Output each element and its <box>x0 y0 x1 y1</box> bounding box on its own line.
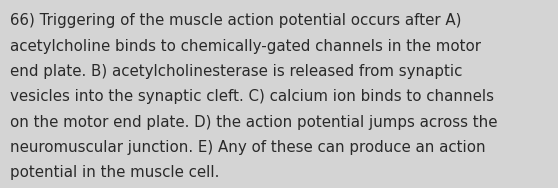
Text: 66) Triggering of the muscle action potential occurs after A): 66) Triggering of the muscle action pote… <box>10 13 461 28</box>
Text: on the motor end plate. D) the action potential jumps across the: on the motor end plate. D) the action po… <box>10 115 498 130</box>
Text: vesicles into the synaptic cleft. C) calcium ion binds to channels: vesicles into the synaptic cleft. C) cal… <box>10 89 494 104</box>
Text: potential in the muscle cell.: potential in the muscle cell. <box>10 165 219 180</box>
Text: acetylcholine binds to chemically-gated channels in the motor: acetylcholine binds to chemically-gated … <box>10 39 481 54</box>
Text: neuromuscular junction. E) Any of these can produce an action: neuromuscular junction. E) Any of these … <box>10 140 485 155</box>
Text: end plate. B) acetylcholinesterase is released from synaptic: end plate. B) acetylcholinesterase is re… <box>10 64 463 79</box>
